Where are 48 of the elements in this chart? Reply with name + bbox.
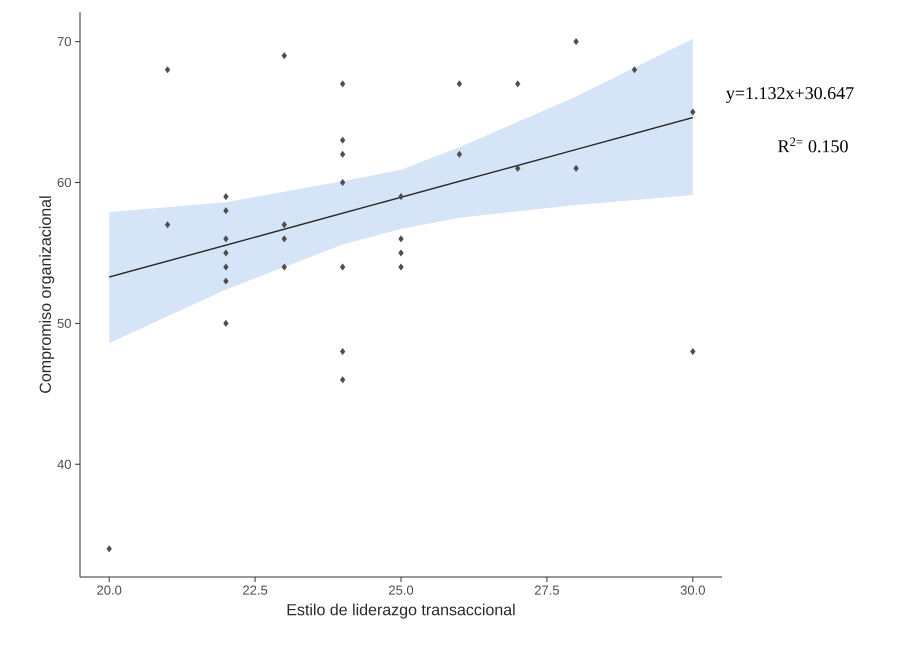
x-tick-label: 25.0: [389, 586, 414, 595]
point: [398, 235, 404, 242]
x-tick-label: 20.0: [97, 586, 122, 595]
point: [456, 150, 462, 158]
line-series: [108, 116, 694, 278]
point: [456, 80, 462, 88]
y-tick-label: 50: [58, 318, 71, 328]
text: R$^{2=}$ 0.150: [778, 138, 848, 152]
point: [573, 38, 579, 46]
point: [340, 264, 346, 271]
point: [106, 545, 112, 552]
point: [223, 235, 229, 242]
point: [282, 235, 287, 242]
y-tick-label: 60: [58, 178, 71, 188]
point: [282, 52, 287, 60]
y-axis-title: Compromiso organizacional: [39, 196, 54, 393]
point: [223, 264, 229, 271]
point: [223, 278, 229, 285]
point: [164, 66, 170, 74]
x-axis-title: Estilo de liderazgo transaccional: [288, 604, 515, 619]
point: [398, 264, 404, 271]
point: [398, 193, 404, 200]
point: [690, 108, 696, 116]
point: [690, 348, 696, 356]
point: [340, 150, 346, 158]
point: [223, 249, 229, 256]
x-tick-label: 27.5: [534, 586, 560, 595]
point: [340, 80, 346, 88]
text: y=1.132x+30.647: [726, 87, 854, 103]
point: [282, 264, 287, 271]
point: [573, 164, 579, 172]
point: [515, 164, 520, 172]
point: [632, 66, 638, 74]
y-tick-label: 40: [57, 460, 71, 469]
point: [340, 348, 346, 356]
point: [340, 136, 346, 144]
point: [340, 376, 346, 384]
point: [223, 207, 229, 214]
point: [164, 221, 170, 228]
x-tick-label: 22.5: [243, 586, 268, 595]
point: [398, 249, 404, 256]
point: [223, 193, 229, 200]
x-tick-label: 30.0: [680, 586, 705, 595]
y-tick-label: 70: [58, 36, 71, 46]
point: [282, 221, 287, 228]
point: [223, 320, 229, 327]
point: [515, 80, 520, 88]
point: [340, 178, 346, 186]
